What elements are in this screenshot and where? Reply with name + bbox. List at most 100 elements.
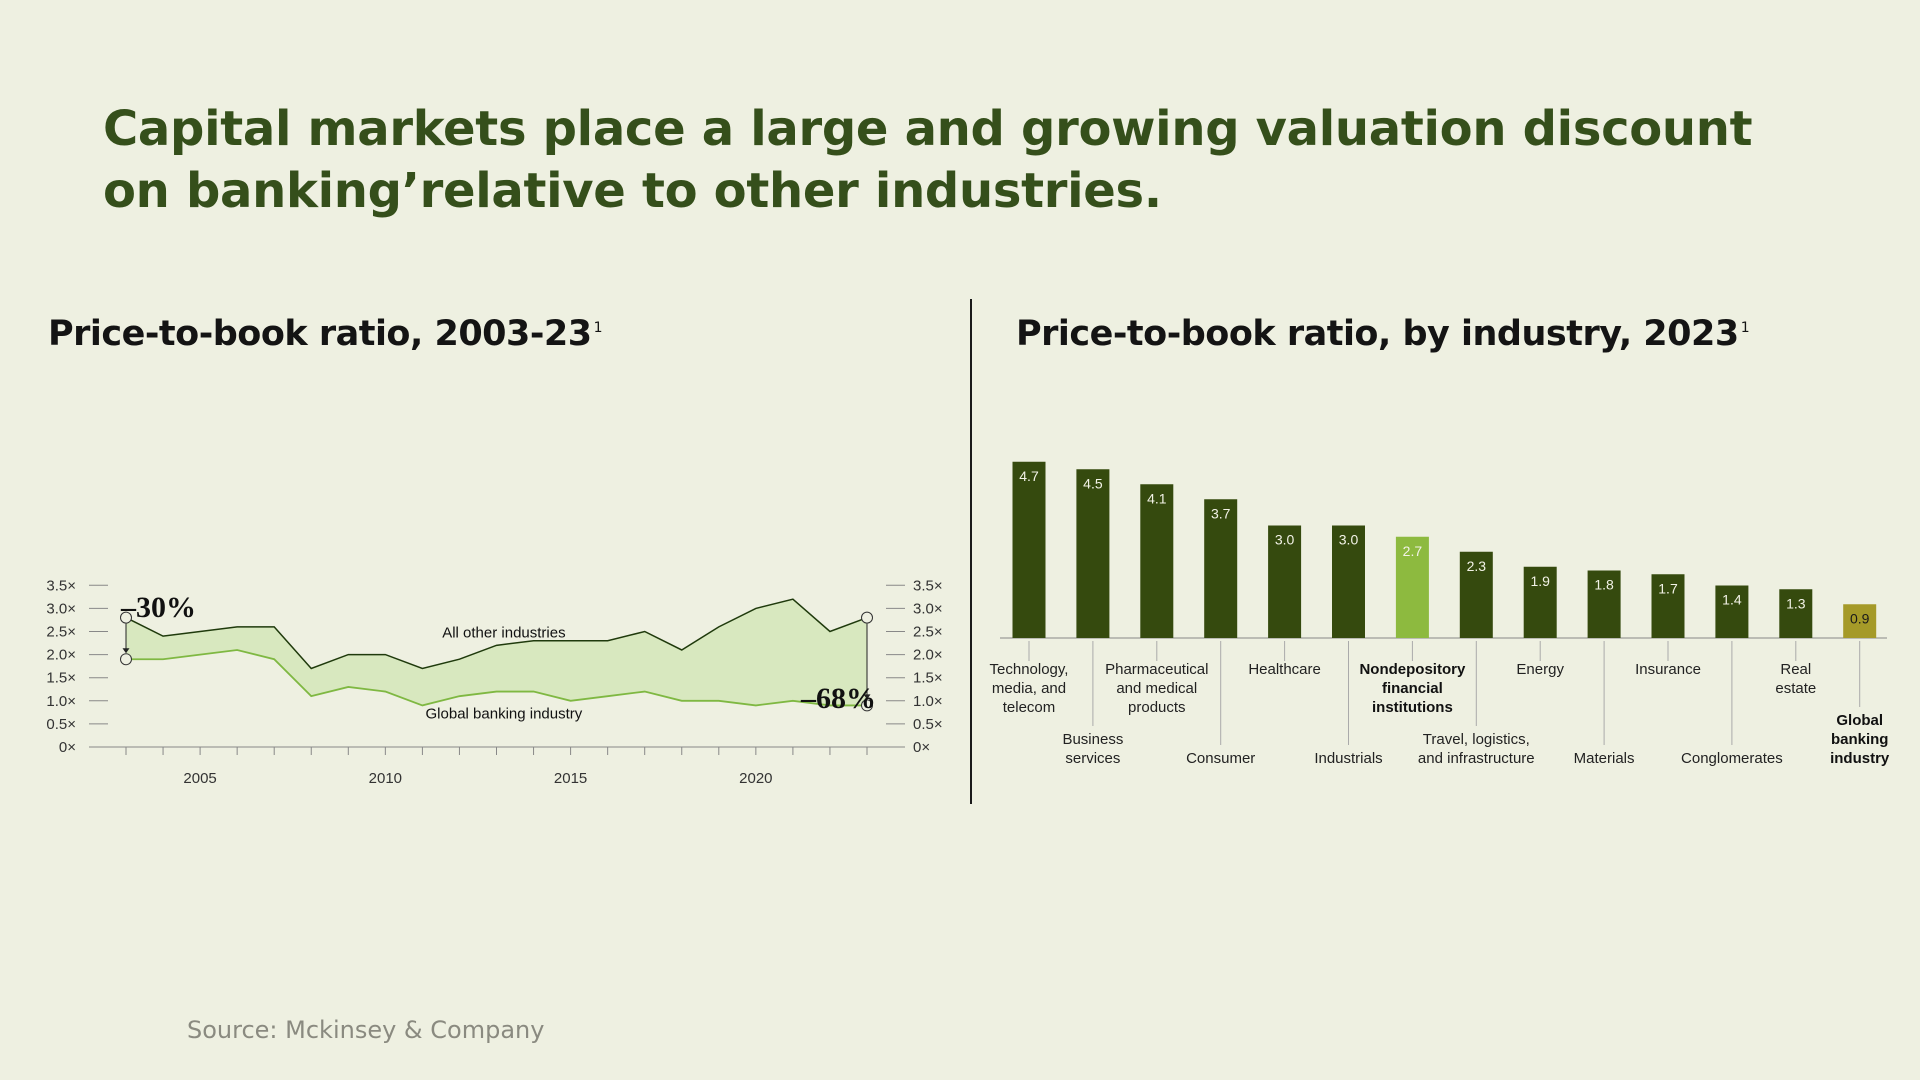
x-tick-label: 2020 <box>739 770 772 787</box>
y-tick-label-right: 0.5× <box>913 716 943 733</box>
bar-value-label: 1.4 <box>1722 592 1742 608</box>
category-label-line: Real <box>1780 661 1811 678</box>
bar-chart-title-text: Price-to-book ratio, by industry, 2023 <box>1016 314 1739 354</box>
bar-value-label: 2.3 <box>1467 558 1487 574</box>
bar-9 <box>1587 570 1621 638</box>
endpoint-marker-top <box>120 611 132 624</box>
category-label-line: Technology, <box>990 661 1069 678</box>
bar-value-label: 1.9 <box>1530 573 1550 589</box>
x-tick-label: 2015 <box>554 770 587 787</box>
series-label-global-banking: Global banking industry <box>426 706 583 723</box>
category-label: Real estate <box>1775 661 1816 697</box>
bar-value-label: 3.0 <box>1339 532 1359 548</box>
category-label: Materials <box>1574 750 1635 767</box>
y-tick-label-left: 1.0× <box>46 693 76 710</box>
bar-5 <box>1332 525 1365 638</box>
y-tick-label-left: 2.0× <box>46 647 76 664</box>
category-label-line: Consumer <box>1186 750 1255 767</box>
category-label: Pharmaceutical and medical products <box>1105 661 1208 716</box>
category-label-line: industry <box>1830 750 1890 767</box>
bar-value-label: 3.7 <box>1211 505 1231 521</box>
category-label-line: Pharmaceutical <box>1105 661 1208 678</box>
category-label-line: products <box>1128 699 1186 716</box>
y-tick-label-right: 3.5× <box>913 577 943 594</box>
y-tick-label-right: 0× <box>913 739 930 756</box>
category-label: Healthcare <box>1248 661 1321 678</box>
bar-1 <box>1076 469 1110 638</box>
bar-11 <box>1715 585 1749 638</box>
y-tick-label-left: 2.5× <box>46 624 76 641</box>
category-label-line: Travel, logistics, <box>1423 731 1530 748</box>
category-label: Business services <box>1062 731 1123 767</box>
change-annotation-2023: –68% <box>800 682 876 715</box>
bar-10 <box>1651 574 1685 638</box>
bar-value-label: 3.0 <box>1275 532 1295 548</box>
category-label: Technology, media, and telecom <box>990 661 1069 716</box>
category-label-line: financial <box>1382 680 1443 697</box>
y-tick-label-left: 0.5× <box>46 716 76 733</box>
source-note: Source: Mckinsey & Company <box>187 1016 545 1044</box>
bar-value-label: 1.3 <box>1786 595 1806 611</box>
category-label-line: Business <box>1062 731 1123 748</box>
category-label-line: Insurance <box>1635 661 1701 678</box>
category-label-line: banking <box>1831 731 1889 748</box>
x-tick-label: 2010 <box>369 770 402 787</box>
category-label-line: Global <box>1836 712 1883 729</box>
bar-value-label: 2.7 <box>1403 543 1423 559</box>
endpoint-marker-top <box>861 611 873 624</box>
category-label-line: Nondepository <box>1359 661 1465 678</box>
category-label-line: Energy <box>1516 661 1564 678</box>
category-label: Consumer <box>1186 750 1255 767</box>
category-label-line: Conglomerates <box>1681 750 1783 767</box>
y-tick-label-left: 0× <box>59 739 76 756</box>
category-label: Travel, logistics, and infrastructure <box>1418 731 1535 767</box>
bar-chart-title: Price-to-book ratio, by industry, 2023 1 <box>1016 314 1750 354</box>
y-tick-label-left: 3.5× <box>46 577 76 594</box>
y-tick-label-right: 2.5× <box>913 624 943 641</box>
y-tick-label-left: 1.5× <box>46 670 76 687</box>
bar-value-label: 1.8 <box>1594 577 1614 593</box>
bar-12 <box>1779 589 1813 638</box>
series-line-global-banking <box>126 649 867 707</box>
y-tick-label-right: 1.5× <box>913 670 943 687</box>
category-label: Conglomerates <box>1681 750 1783 767</box>
category-label: Nondepository financial institutions <box>1359 661 1465 716</box>
y-tick-label-left: 3.0× <box>46 600 76 617</box>
category-label: Industrials <box>1314 750 1382 767</box>
bar-value-label: 4.1 <box>1147 490 1167 506</box>
bar-0 <box>1012 461 1046 638</box>
headline-line-2: on banking’relative to other industries. <box>103 163 1162 219</box>
headline-line-1: Capital markets place a large and growin… <box>103 101 1753 157</box>
line-chart-footnote: 1 <box>593 320 603 337</box>
valuation-gap-area <box>126 599 867 706</box>
bar-7 <box>1459 551 1493 638</box>
change-arrow-head <box>122 648 130 654</box>
y-tick-label-right: 3.0× <box>913 600 943 617</box>
bar-4 <box>1268 525 1302 638</box>
bar-value-label: 4.5 <box>1083 475 1103 491</box>
category-label-line: services <box>1065 750 1120 767</box>
endpoint-marker-bottom <box>120 653 132 666</box>
bar-value-label: 0.9 <box>1850 610 1870 626</box>
category-label-line: and infrastructure <box>1418 750 1535 767</box>
y-tick-label-right: 1.0× <box>913 693 943 710</box>
y-tick-label-right: 2.0× <box>913 647 943 664</box>
series-label-all-other-industries: All other industries <box>442 624 565 641</box>
category-label-line: Healthcare <box>1248 661 1321 678</box>
category-label-line: estate <box>1775 680 1816 697</box>
change-arrow-head <box>863 694 871 700</box>
headline: Capital markets place a large and growin… <box>103 98 1753 222</box>
category-label-line: institutions <box>1372 699 1453 716</box>
chart-divider <box>970 299 972 804</box>
category-label-line: media, and <box>992 680 1066 697</box>
category-label: Global banking industry <box>1830 712 1890 767</box>
bar-value-label: 1.7 <box>1658 580 1678 596</box>
bar-3 <box>1204 499 1238 638</box>
change-annotation-2003: –30% <box>120 591 196 624</box>
bar-chart-footnote: 1 <box>1740 320 1750 337</box>
line-chart-title: Price-to-book ratio, 2003-23 1 <box>48 314 603 354</box>
bar-13 <box>1843 604 1877 638</box>
category-label-line: and medical <box>1116 680 1197 697</box>
